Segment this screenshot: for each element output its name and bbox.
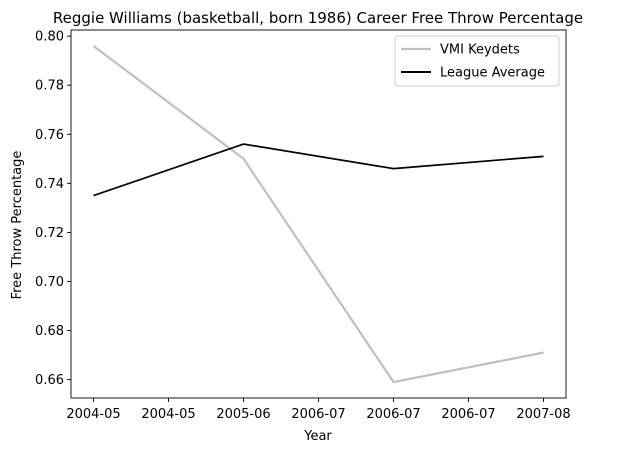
series-line-0: [92, 45, 544, 384]
chart-title: Reggie Williams (basketball, born 1986) …: [53, 9, 583, 27]
y-tick-label: 0.72: [35, 226, 64, 241]
x-tick-label: 2006-07: [291, 407, 345, 422]
legend-box: [394, 35, 560, 87]
x-tick-label: 2005-06: [216, 407, 270, 422]
legend-label-0: VMI Keydets: [440, 43, 520, 58]
legend-label-1: League Average: [440, 66, 545, 81]
x-tick-label: 2006-07: [441, 407, 495, 422]
y-axis-label: Free Throw Percentage: [10, 151, 25, 300]
y-tick-label: 0.68: [35, 324, 64, 339]
series-line-1: [93, 143, 544, 197]
x-tick-label: 2004-05: [141, 407, 195, 422]
x-tick-label: 2004-05: [66, 407, 120, 422]
y-tick-label: 0.76: [35, 128, 64, 143]
y-tick-label: 0.80: [35, 30, 64, 45]
y-tick-label: 0.70: [35, 275, 64, 290]
y-tick-label: 0.66: [35, 373, 64, 388]
plot-area: 0.66 0.68 0.70 0.72 0.74 0.76 0.78 0.80 2004-05 2…: [35, 29, 571, 422]
x-axis-label: Year: [303, 429, 332, 444]
legend: VMI Keydets League Average: [394, 35, 560, 87]
x-tick-label: 2007-08: [516, 407, 570, 422]
y-tick-label: 0.74: [35, 177, 64, 192]
y-tick-label: 0.78: [35, 79, 64, 94]
x-tick-label: 2006-07: [366, 407, 420, 422]
